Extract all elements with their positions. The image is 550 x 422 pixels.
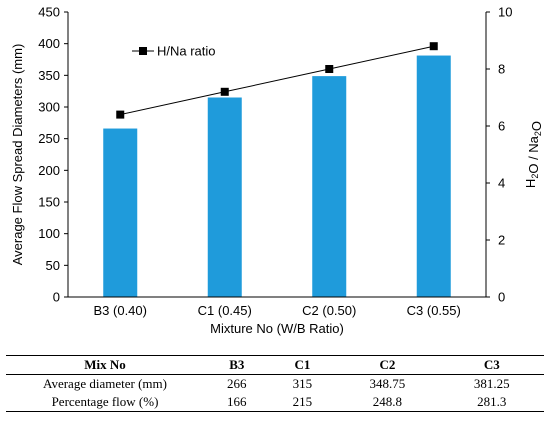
- table-cell: 166: [227, 394, 247, 409]
- table-row: Percentage flow (%) 166 215 248.8 281.3: [6, 393, 544, 412]
- y-axis-title: Average Flow Spread Diameters (mm): [10, 44, 25, 266]
- header-c2: C2: [379, 357, 396, 372]
- header-c1: C1: [294, 357, 311, 372]
- y-tick-label: 350: [38, 68, 60, 83]
- x-tick-label: C3 (0.55): [407, 303, 461, 318]
- table-row: Average diameter (mm) 266 315 348.75 381…: [6, 375, 544, 394]
- header-c3: C3: [483, 357, 500, 372]
- y-tick-label: 400: [38, 36, 60, 51]
- y-tick-label: 100: [38, 226, 60, 241]
- y2-tick-label: 0: [498, 290, 505, 305]
- y2-tick-label: 4: [498, 176, 505, 191]
- y2-tick-label: 10: [498, 5, 512, 20]
- data-table: Mix No B3 C1 C2 C3 Average diameter (mm)…: [6, 355, 544, 412]
- table-header-row: Mix No B3 C1 C2 C3: [6, 355, 544, 375]
- header-mix-no: Mix No: [84, 357, 126, 372]
- combo-chart: 0 50 100 150 200 250 300 350 400 450 0 2 4 6 8 10 B3 (0.…: [10, 5, 544, 337]
- y-tick-label: 450: [38, 5, 60, 20]
- y-tick-label: 50: [46, 258, 60, 273]
- table-cell: 248.8: [372, 394, 403, 409]
- y2-axis-title: H2O / Na2O: [523, 121, 544, 188]
- y-tick-label: 0: [53, 290, 60, 305]
- y-tick-label: 300: [38, 100, 60, 115]
- h-na-ratio-marker-0: [116, 110, 125, 119]
- table-cell: 348.75: [369, 376, 406, 391]
- x-tick-label: B3 (0.40): [94, 303, 147, 318]
- bar-1: [207, 97, 242, 297]
- y-tick-label: 250: [38, 131, 60, 146]
- h-na-ratio-marker-3: [429, 42, 438, 51]
- x-tick-label: C1 (0.45): [198, 303, 252, 318]
- table-cell: 281.3: [477, 394, 507, 409]
- header-b3: B3: [229, 357, 245, 372]
- y2-tick-label: 8: [498, 62, 505, 77]
- table-cell: 266: [227, 376, 247, 391]
- legend-label: H/Na ratio: [157, 44, 216, 59]
- y2-tick-label: 6: [498, 119, 505, 134]
- y2-tick-label: 2: [498, 233, 505, 248]
- y-tick-label: 200: [38, 163, 60, 178]
- h-na-ratio-line: [120, 45, 434, 116]
- h-na-ratio-marker-2: [325, 65, 334, 73]
- y-tick-label: 150: [38, 195, 60, 210]
- table-cell: 315: [292, 376, 313, 391]
- row-label: Average diameter (mm): [43, 376, 167, 391]
- x-axis-title: Mixture No (W/B Ratio): [210, 321, 344, 336]
- bar-0: [103, 128, 138, 297]
- x-tick-label: C2 (0.50): [302, 303, 356, 318]
- table-cell: 215: [292, 394, 313, 409]
- table-cell: 381.25: [473, 376, 510, 391]
- bar-2: [312, 76, 347, 297]
- h-na-ratio-marker-1: [220, 87, 229, 96]
- row-label: Percentage flow (%): [51, 394, 159, 409]
- legend-marker: [139, 47, 147, 55]
- bar-3: [416, 55, 451, 297]
